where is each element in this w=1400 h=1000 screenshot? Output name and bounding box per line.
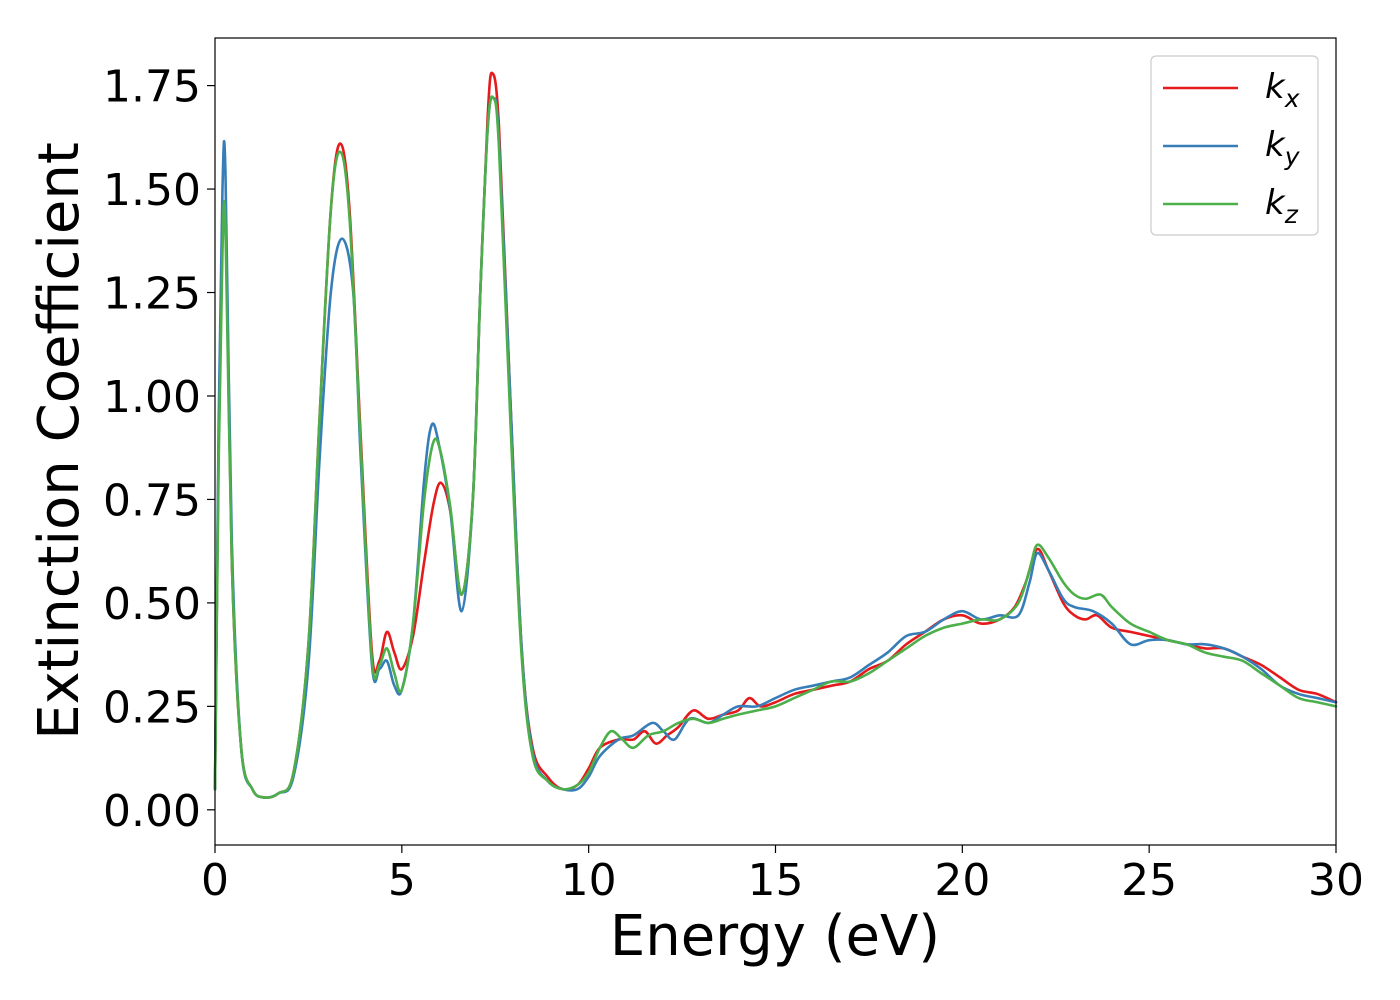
- x-tick-label: 0: [201, 855, 229, 906]
- y-tick-label: 1.25: [103, 269, 201, 320]
- x-tick-label: 15: [748, 855, 804, 906]
- y-tick-label: 0.75: [103, 475, 201, 526]
- legend-label-ky: ky: [1265, 125, 1301, 171]
- y-axis-title: Extinction Coefficient: [27, 142, 92, 740]
- x-tick-label: 20: [934, 855, 990, 906]
- x-axis: 0 5 10 15 20 25 30: [201, 845, 1364, 906]
- x-tick-label: 30: [1308, 855, 1364, 906]
- y-axis: 0.00 0.25 0.50 0.75 1.00 1.25 1.50 1.75: [103, 62, 215, 837]
- y-tick-label: 1.00: [103, 372, 201, 423]
- plot-series: [213, 71, 1338, 799]
- x-axis-title: Energy (eV): [610, 904, 940, 969]
- y-tick-label: 1.50: [103, 165, 201, 216]
- legend-label-kx: kx: [1265, 67, 1300, 113]
- series-line-kz: [213, 95, 1338, 799]
- y-tick-label: 0.50: [103, 579, 201, 630]
- y-tick-label: 0.25: [103, 682, 201, 733]
- y-tick-label: 0.00: [103, 786, 201, 837]
- y-tick-label: 1.75: [103, 62, 201, 113]
- x-tick-label: 5: [388, 855, 416, 906]
- x-tick-label: 25: [1121, 855, 1177, 906]
- legend-label-kz: kz: [1265, 183, 1299, 229]
- x-tick-label: 10: [561, 855, 617, 906]
- legend: kx ky kz: [1150, 55, 1319, 236]
